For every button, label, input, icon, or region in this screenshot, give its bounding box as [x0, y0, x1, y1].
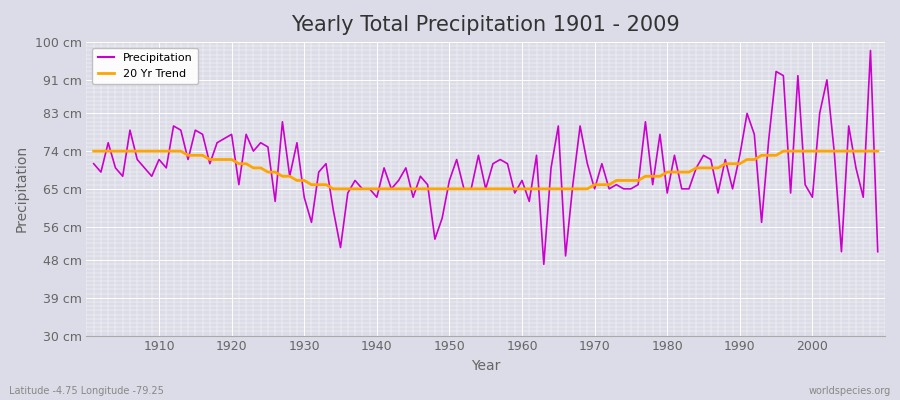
- Legend: Precipitation, 20 Yr Trend: Precipitation, 20 Yr Trend: [92, 48, 198, 84]
- X-axis label: Year: Year: [471, 359, 500, 373]
- Title: Yearly Total Precipitation 1901 - 2009: Yearly Total Precipitation 1901 - 2009: [292, 15, 680, 35]
- Y-axis label: Precipitation: Precipitation: [15, 145, 29, 232]
- Text: Latitude -4.75 Longitude -79.25: Latitude -4.75 Longitude -79.25: [9, 386, 164, 396]
- Text: worldspecies.org: worldspecies.org: [809, 386, 891, 396]
